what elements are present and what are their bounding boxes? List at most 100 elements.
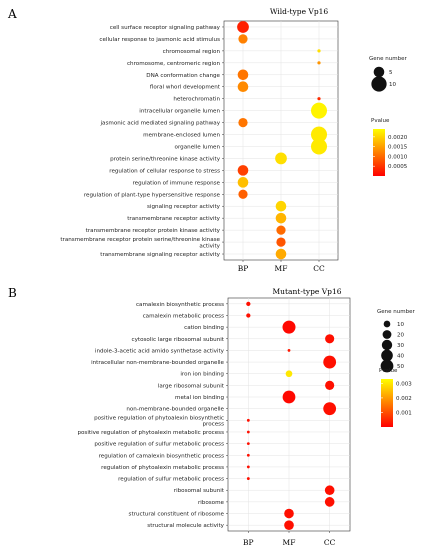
x-tick-label: BP [238,264,249,273]
chart-title: Mutant-type Vp16 [272,287,341,296]
y-tick-label: non-membrane-bounded organelle [126,407,224,413]
y-tick-label: cellular response to jasmonic acid stimu… [99,37,220,43]
y-tick-label: jasmonic acid mediated signaling pathway [100,121,221,127]
data-point [237,69,249,81]
y-tick-label: cytosolic large ribosomal subunit [132,337,225,343]
size-legend-title: Gene number [369,56,407,62]
y-tick-label: transmembrane receptor activity [127,216,220,222]
y-tick-label: cation binding [184,325,224,331]
y-tick-label: structural constituent of ribosome [129,512,225,518]
data-point [275,200,287,212]
y-tick-label: membrane-enclosed lumen [143,133,220,139]
data-point [237,21,249,33]
data-point [275,152,287,165]
data-point [246,442,250,446]
x-tick-label: BP [243,538,254,547]
data-point [323,402,337,416]
y-tick-label: regulation of sulfur metabolic process [118,477,224,483]
data-point [317,61,321,65]
data-point [246,453,250,457]
y-tick-label: transmembrane receptor protein kinase ac… [86,228,221,234]
y-tick-label: regulation of plant-type hypersensitive … [84,192,221,198]
y-tick-label: intracellular non-membrane-bounded organ… [91,360,224,366]
y-tick-label: cell surface receptor signaling pathway [110,25,221,31]
y-tick-label: large ribosomal subunit [158,383,225,389]
y-tick-label: indole-3-acetic acid amido synthetase ac… [95,348,225,354]
y-tick-label: protein serine/threonine kinase activity [110,156,221,162]
y-tick-label: camalexin metabolic process [143,313,224,319]
data-point [276,225,286,235]
y-tick-label: organelle lumen [175,144,221,150]
data-point [246,418,250,422]
panel-b: B Mutant-type Vp16 camalexin biosynthetic … [8,286,415,547]
data-point [282,390,296,404]
data-point [325,380,335,390]
chart-title: Wild-type Vp16 [270,7,329,16]
size-legend-label: 10 [389,82,396,88]
data-point [284,508,294,519]
y-tick-label: iron ion binding [180,372,224,378]
color-bar-tick-label: 0.0005 [388,164,408,170]
size-legend-label: 50 [397,364,404,370]
x-tick-label: CC [324,538,336,547]
x-tick-label: MF [283,538,296,547]
data-point [317,49,321,53]
y-tick-label: transmembrane receptor protein serine/th… [60,237,220,249]
size-legend-dot [373,66,385,78]
color-bar-tick-label: 0.0020 [388,135,408,141]
data-point [311,126,327,143]
panel-letter: A [7,7,17,21]
y-tick-label: regulation of camalexin biosynthetic pro… [99,453,224,459]
size-legend-dot [380,359,394,373]
data-point [276,237,286,247]
y-tick-label: regulation of immune response [132,180,220,186]
data-point [275,212,287,224]
y-tick-label: positive regulation of phytoalexin metab… [77,430,224,436]
data-point [246,430,250,434]
color-bar-tick-label: 0.0010 [388,154,408,160]
data-point [246,477,250,480]
y-tick-label: structural molecule activity [147,523,224,529]
x-tick-label: MF [275,264,288,273]
y-tick-label: DNA conformation change [146,73,220,79]
y-tick-label: positive regulation of phytoalexin biosy… [94,415,224,427]
size-legend-label: 30 [397,343,404,349]
x-tick-label: CC [313,264,325,273]
data-point [238,117,248,128]
data-point [238,34,248,44]
data-point [287,349,291,352]
y-tick-label: signaling receptor activity [147,204,221,210]
data-point [311,138,327,155]
data-point [324,497,335,507]
data-point [246,301,251,306]
size-legend-dot [382,330,392,339]
y-tick-label: ribosome [198,500,225,506]
color-bar-tick-label: 0.001 [396,410,412,416]
data-point [325,334,335,344]
y-tick-label: chromosome, centromeric region [127,61,220,67]
data-point [323,355,337,369]
y-tick-label: positive regulation of sulfur metabolic … [94,442,224,448]
data-point [311,102,327,119]
data-point [246,465,250,469]
panel-a: A Wild-type Vp16 cell surface receptor sig… [7,7,408,273]
data-point [324,485,335,496]
color-bar-tick-label: 0.002 [396,396,412,402]
y-tick-label: regulation of cellular response to stres… [109,168,220,174]
data-point [237,81,249,93]
data-point [237,165,249,176]
color-bar [373,129,385,176]
y-tick-label: chromosomal region [163,49,221,55]
y-tick-label: floral whorl development [150,85,221,91]
data-point [238,189,248,199]
y-tick-label: metal ion binding [175,395,224,401]
y-tick-label: camalexin biosynthetic process [136,302,224,308]
data-point [275,248,287,260]
y-tick-label: regulation of phytoalexin metabolic proc… [101,465,224,471]
size-legend-dot [381,349,393,362]
color-bar [381,379,393,427]
data-point [246,313,251,318]
data-point [284,520,294,530]
size-legend-title: Gene number [377,309,415,315]
